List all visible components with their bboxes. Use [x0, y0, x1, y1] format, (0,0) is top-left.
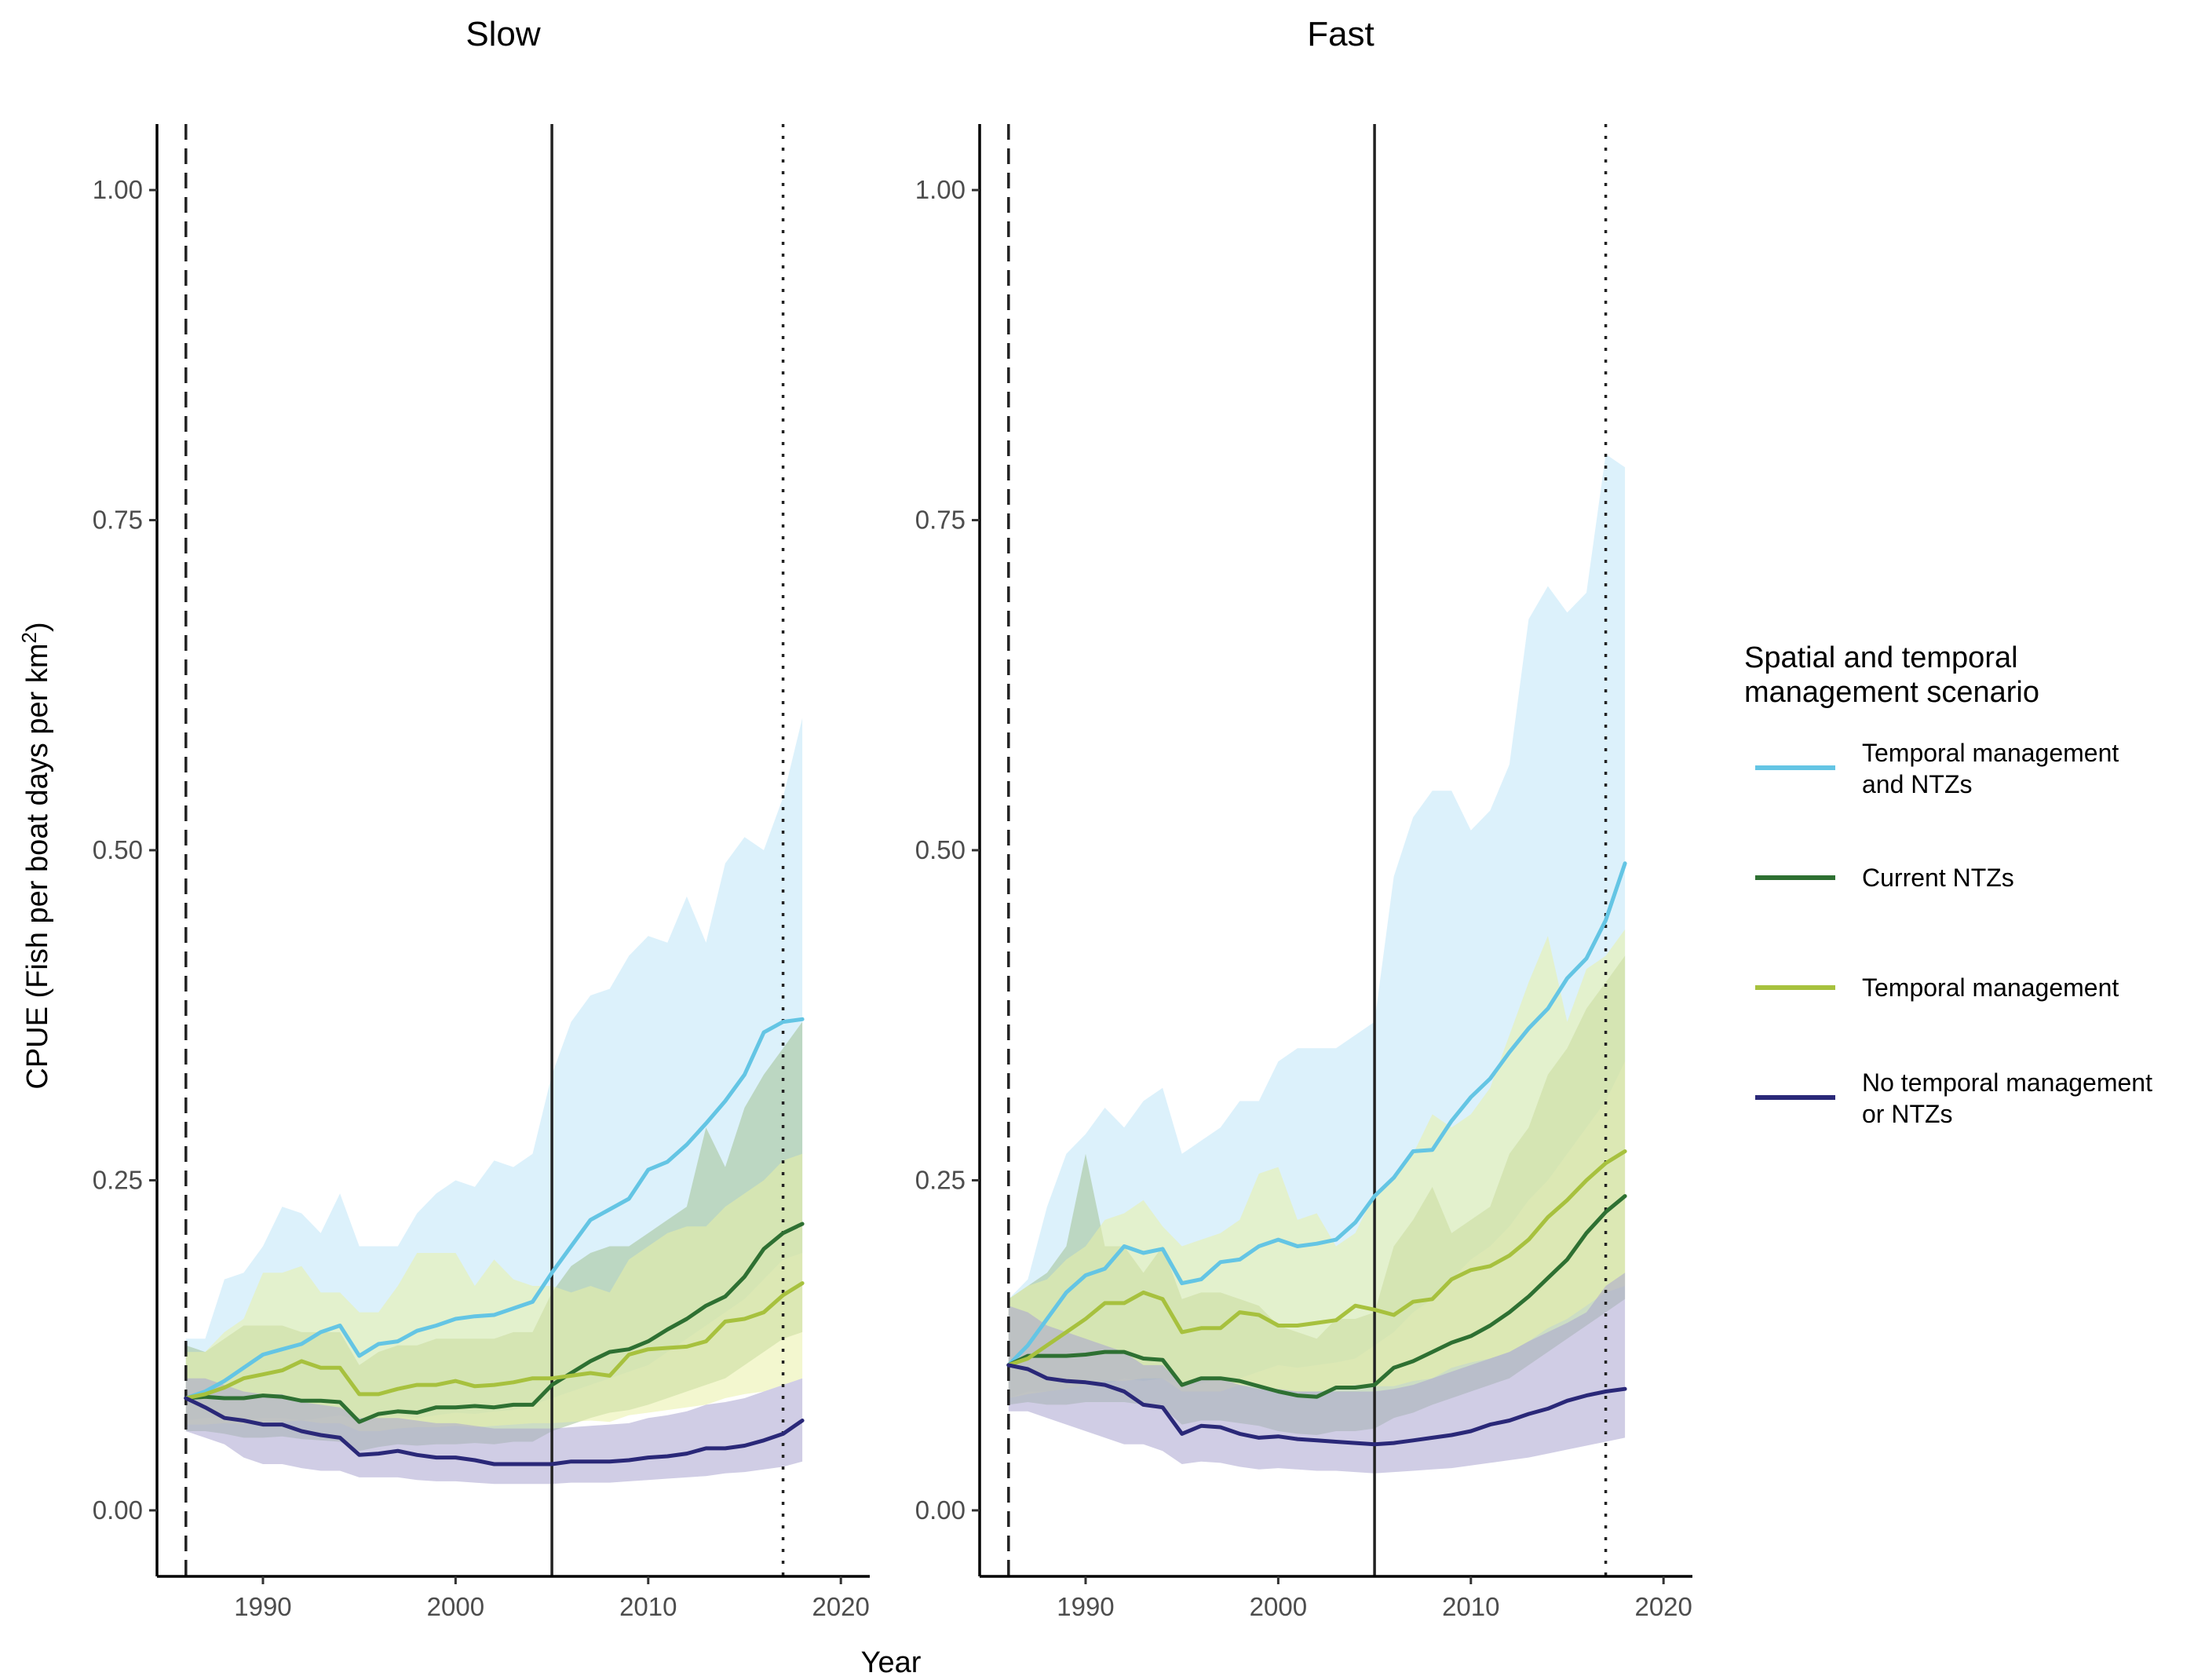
- slow-series-line-current-ntz: [184, 1222, 805, 1424]
- legend-label-temporal-ntz-line-1: Temporal management: [1862, 739, 2119, 767]
- slow-x-tick-label: 2000: [427, 1592, 484, 1621]
- legend-label-current-ntz: Current NTZs: [1862, 864, 2014, 892]
- fast-series-line-temporal: [1006, 1149, 1627, 1368]
- fast-x-tick-label: 1990: [1057, 1592, 1114, 1621]
- fast-series-line-none: [1006, 1363, 1627, 1447]
- panel-fast: Fast 0.00 0.25 0.50 0.75 1.00 1990 2000 2010 202…: [915, 15, 1692, 1621]
- legend-entry-temporal: Temporal management: [1755, 973, 2119, 1002]
- fast-series-line-current-ntz: [1006, 1194, 1627, 1399]
- slow-series-line-none: [184, 1396, 805, 1466]
- fast-band-temporal: [1008, 929, 1626, 1398]
- fast-y-tick-label: 0.25: [915, 1165, 966, 1194]
- slow-x-tick-label: 1990: [234, 1592, 291, 1621]
- slow-series-line-temporal: [184, 1281, 805, 1401]
- legend-label-temporal-ntz-line-2: and NTZs: [1862, 770, 1972, 798]
- y-axis-title-suffix: ): [21, 622, 54, 632]
- panel-title-fast: Fast: [1307, 15, 1374, 53]
- slow-y-tick-label: 0.50: [93, 835, 143, 864]
- panel-slow: Slow 0.00 0.25 0.50 0.75 1.00 1990 2000 2010 202…: [93, 15, 870, 1621]
- fast-y-tick-label: 0.00: [915, 1496, 966, 1525]
- legend-title-line-1: Spatial and temporal: [1744, 641, 2018, 674]
- legend-label-temporal: Temporal management: [1862, 973, 2119, 1002]
- fast-y-tick-label: 1.00: [915, 175, 966, 204]
- slow-y-tick-label: 1.00: [93, 175, 143, 204]
- fast-y-tick-label: 0.75: [915, 506, 966, 535]
- legend-label-none-line-1: No temporal management: [1862, 1068, 2152, 1097]
- legend: Spatial and temporal management scenario…: [1744, 641, 2152, 1128]
- slow-x-tick-label: 2020: [812, 1592, 869, 1621]
- legend-entry-current-ntz: Current NTZs: [1755, 864, 2014, 892]
- fast-series-line-temporal-ntz: [1006, 861, 1627, 1368]
- legend-label-none-line-2: or NTZs: [1862, 1100, 1953, 1128]
- panel-title-slow: Slow: [465, 15, 541, 53]
- slow-y-tick-label: 0.00: [93, 1496, 143, 1525]
- slow-x-tick-label: 2010: [619, 1592, 677, 1621]
- slow-y-tick-label: 0.75: [93, 506, 143, 535]
- slow-y-tick-label: 0.25: [93, 1165, 143, 1194]
- x-axis-title: Year: [861, 1646, 922, 1679]
- panel-slow-plot: 0.00 0.25 0.50 0.75 1.00 1990 2000 2010 2020: [93, 124, 870, 1621]
- y-axis-title-text: CPUE (Fish per boat days per km: [21, 644, 54, 1090]
- fast-band-none: [1008, 1273, 1626, 1474]
- y-axis-title-superscript: 2: [17, 632, 41, 643]
- fast-x-tick-label: 2010: [1442, 1592, 1499, 1621]
- fast-y-tick-label: 0.50: [915, 835, 966, 864]
- fast-x-tick-label: 2000: [1250, 1592, 1307, 1621]
- fast-x-tick-label: 2020: [1634, 1592, 1692, 1621]
- legend-title-line-2: management scenario: [1744, 676, 2039, 709]
- legend-entry-temporal-ntz: Temporal management and NTZs: [1755, 739, 2119, 798]
- panel-fast-plot: 0.00 0.25 0.50 0.75 1.00 1990 2000 2010 2020: [915, 124, 1692, 1621]
- legend-entry-none: No temporal management or NTZs: [1755, 1068, 2152, 1128]
- slow-series-line-temporal-ntz: [184, 1017, 805, 1401]
- y-axis-title: CPUE (Fish per boat days per km2): [17, 622, 54, 1089]
- slow-band-temporal: [185, 1153, 803, 1431]
